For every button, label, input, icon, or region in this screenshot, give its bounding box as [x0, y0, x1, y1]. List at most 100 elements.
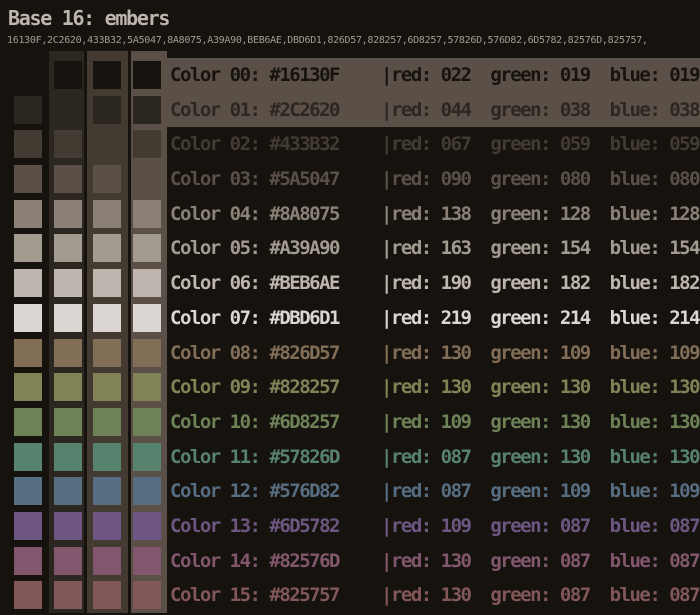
- color-label: Color 15: #825757: [170, 584, 340, 607]
- color-label: Color 01: #2C2620: [170, 98, 340, 121]
- color-swatch: [54, 442, 82, 471]
- color-label: Color 11: #57826D: [170, 445, 340, 468]
- color-swatch: [133, 95, 161, 124]
- color-swatch: [14, 303, 42, 332]
- color-rgb-values: |red: 130 green: 109 blue: 109: [381, 341, 700, 364]
- color-rgb-values: |red: 109 green: 087 blue: 087: [381, 514, 700, 537]
- color-swatch: [93, 303, 121, 332]
- color-rgb-values: |red: 163 green: 154 blue: 154: [381, 237, 700, 260]
- color-row-01: Color 01: #2C2620 |red: 044 green: 038 bl…: [0, 92, 700, 128]
- color-swatch: [54, 373, 82, 402]
- color-swatch: [14, 61, 42, 89]
- color-label: Color 03: #5A5047: [170, 168, 340, 191]
- color-row-08: Color 08: #826D57 |red: 130 green: 109 bl…: [0, 336, 700, 371]
- color-swatch: [133, 546, 161, 575]
- color-row-12: Color 12: #576D82 |red: 087 green: 109 bl…: [0, 474, 700, 509]
- color-swatch: [14, 477, 42, 506]
- color-swatch: [54, 581, 82, 610]
- color-label: Color 02: #433B32: [170, 133, 340, 156]
- color-label: Color 06: #BEB6AE: [170, 272, 340, 295]
- color-rgb-values: |red: 022 green: 019 blue: 019: [381, 64, 700, 86]
- color-rgb-values: |red: 087 green: 109 blue: 109: [381, 480, 700, 503]
- color-swatch: [14, 234, 42, 263]
- color-rows: Color 00: #16130F |red: 022 green: 019 bl…: [0, 58, 700, 613]
- color-rgb-values: |red: 090 green: 080 blue: 080: [381, 168, 700, 191]
- color-swatch: [133, 373, 161, 402]
- color-swatch: [14, 407, 42, 436]
- color-swatch: [14, 199, 42, 228]
- color-rgb-values: |red: 138 green: 128 blue: 128: [381, 202, 700, 225]
- color-swatch: [93, 61, 121, 89]
- color-row-05: Color 05: #A39A90 |red: 163 green: 154 bl…: [0, 231, 700, 266]
- color-label: Color 09: #828257: [170, 376, 340, 399]
- color-swatch: [133, 165, 161, 194]
- color-swatch: [93, 269, 121, 298]
- color-label: Color 14: #82576D: [170, 549, 340, 572]
- color-swatch: [93, 234, 121, 263]
- color-label: Color 12: #576D82: [170, 480, 340, 503]
- color-swatch: [93, 511, 121, 540]
- color-row-04: Color 04: #8A8075 |red: 138 green: 128 bl…: [0, 197, 700, 232]
- row-highlight-background: [131, 92, 700, 128]
- color-row-02: Color 02: #433B32 |red: 067 green: 059 bl…: [0, 127, 700, 162]
- color-swatch: [133, 130, 161, 159]
- color-swatch: [93, 199, 121, 228]
- color-swatch: [54, 234, 82, 263]
- color-swatch: [133, 234, 161, 263]
- color-swatch: [93, 130, 121, 159]
- color-swatch: [133, 407, 161, 436]
- color-swatch: [14, 165, 42, 194]
- color-swatch: [14, 95, 42, 124]
- color-row-00: Color 00: #16130F |red: 022 green: 019 bl…: [0, 58, 700, 93]
- color-swatch: [54, 130, 82, 159]
- color-swatch: [93, 407, 121, 436]
- color-swatch: [14, 581, 42, 610]
- color-rgb-values: |red: 130 green: 130 blue: 130: [381, 376, 700, 399]
- color-label: Color 05: #A39A90: [170, 237, 340, 260]
- color-swatch: [133, 477, 161, 506]
- color-swatch: [133, 199, 161, 228]
- color-label: Color 13: #6D5782: [170, 514, 340, 537]
- color-swatch: [93, 373, 121, 402]
- color-swatch: [133, 61, 161, 89]
- color-row-14: Color 14: #82576D |red: 130 green: 087 bl…: [0, 544, 700, 579]
- color-row-10: Color 10: #6D8257 |red: 109 green: 130 bl…: [0, 405, 700, 440]
- color-swatch: [54, 546, 82, 575]
- color-swatch: [133, 581, 161, 610]
- palette-hex-list: 16130F,2C2620,433B32,5A5047,8A8075,A39A9…: [7, 35, 648, 46]
- color-rgb-values: |red: 219 green: 214 blue: 214: [381, 306, 700, 329]
- color-label: Color 10: #6D8257: [170, 410, 340, 433]
- color-label: Color 04: #8A8075: [170, 202, 340, 225]
- color-swatch: [54, 477, 82, 506]
- color-swatch: [14, 338, 42, 367]
- color-swatch: [93, 442, 121, 471]
- color-swatch: [54, 61, 82, 89]
- color-swatch: [93, 338, 121, 367]
- color-swatch: [14, 511, 42, 540]
- color-rgb-values: |red: 044 green: 038 blue: 038: [381, 98, 700, 121]
- color-row-03: Color 03: #5A5047 |red: 090 green: 080 bl…: [0, 162, 700, 197]
- color-swatch: [54, 165, 82, 194]
- color-row-11: Color 11: #57826D |red: 087 green: 130 bl…: [0, 440, 700, 475]
- color-swatch: [54, 407, 82, 436]
- color-label: Color 07: #DBD6D1: [170, 306, 340, 329]
- color-swatch: [133, 442, 161, 471]
- color-swatch: [14, 130, 42, 159]
- color-label: Color 08: #826D57: [170, 341, 340, 364]
- color-rgb-values: |red: 130 green: 087 blue: 087: [381, 584, 700, 607]
- color-swatch: [14, 546, 42, 575]
- color-rgb-values: |red: 109 green: 130 blue: 130: [381, 410, 700, 433]
- color-rgb-values: |red: 130 green: 087 blue: 087: [381, 549, 700, 572]
- color-swatch: [133, 303, 161, 332]
- color-swatch: [93, 546, 121, 575]
- color-swatch: [93, 95, 121, 124]
- color-swatch: [93, 165, 121, 194]
- page-title: Base 16: embers: [8, 6, 170, 30]
- color-swatch: [54, 199, 82, 228]
- color-swatch: [93, 477, 121, 506]
- color-row-06: Color 06: #BEB6AE |red: 190 green: 182 bl…: [0, 266, 700, 301]
- color-row-09: Color 09: #828257 |red: 130 green: 130 bl…: [0, 370, 700, 405]
- color-swatch: [133, 511, 161, 540]
- color-swatch: [54, 303, 82, 332]
